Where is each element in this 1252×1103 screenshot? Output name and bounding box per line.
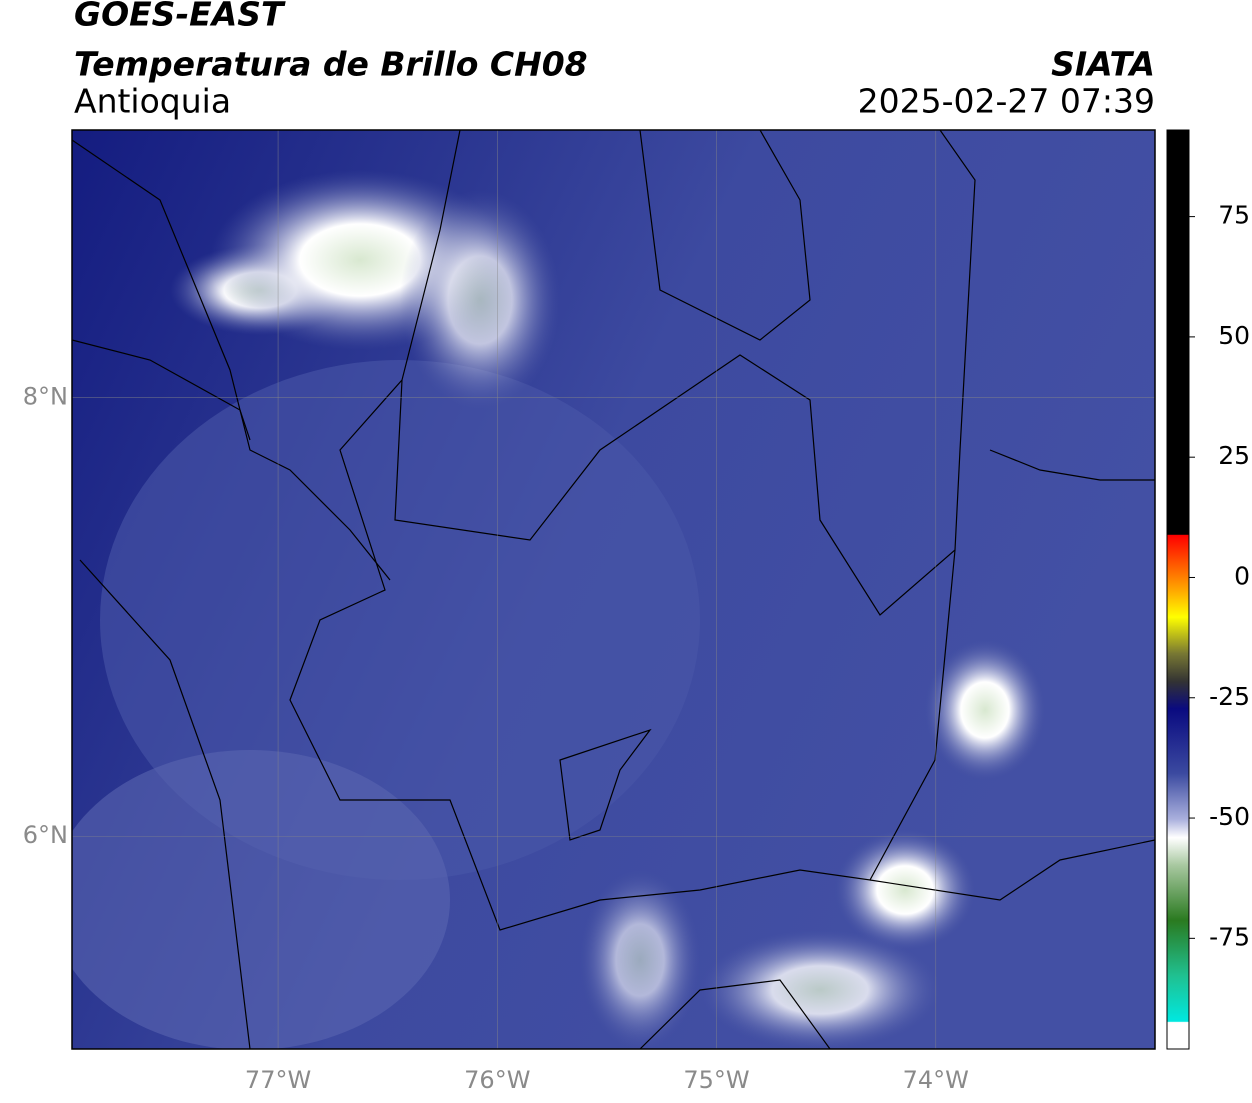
title: GOES-EAST xyxy=(74,0,286,34)
map-frame xyxy=(71,129,1156,1050)
colorbar-tick-label: 75 xyxy=(1218,201,1250,230)
colorbar-tick-label: -75 xyxy=(1209,922,1250,951)
graticule xyxy=(72,130,1155,1049)
timestamp: 2025-02-27 07:39 xyxy=(858,82,1155,121)
y-tick-label: 8°N xyxy=(23,383,68,411)
colorbar xyxy=(1166,129,1190,1050)
colorbar-tick-label: 0 xyxy=(1234,561,1250,590)
x-tick-label: 74°W xyxy=(903,1066,969,1094)
colorbar-tick-label: 25 xyxy=(1218,441,1250,470)
region: Antioquia xyxy=(74,82,231,121)
source: SIATA xyxy=(1051,45,1155,84)
colorbar-tick-label: 50 xyxy=(1218,321,1250,350)
x-tick-label: 75°W xyxy=(683,1066,749,1094)
colorbar-tick-label: -25 xyxy=(1209,682,1250,711)
x-tick-label: 76°W xyxy=(464,1066,530,1094)
map-area xyxy=(72,130,1155,1049)
subtitle: Temperatura de Brillo CH08 xyxy=(74,45,588,84)
colorbar-tick-label: -50 xyxy=(1209,802,1250,831)
y-tick-label: 6°N xyxy=(23,821,68,849)
x-tick-label: 77°W xyxy=(245,1066,311,1094)
